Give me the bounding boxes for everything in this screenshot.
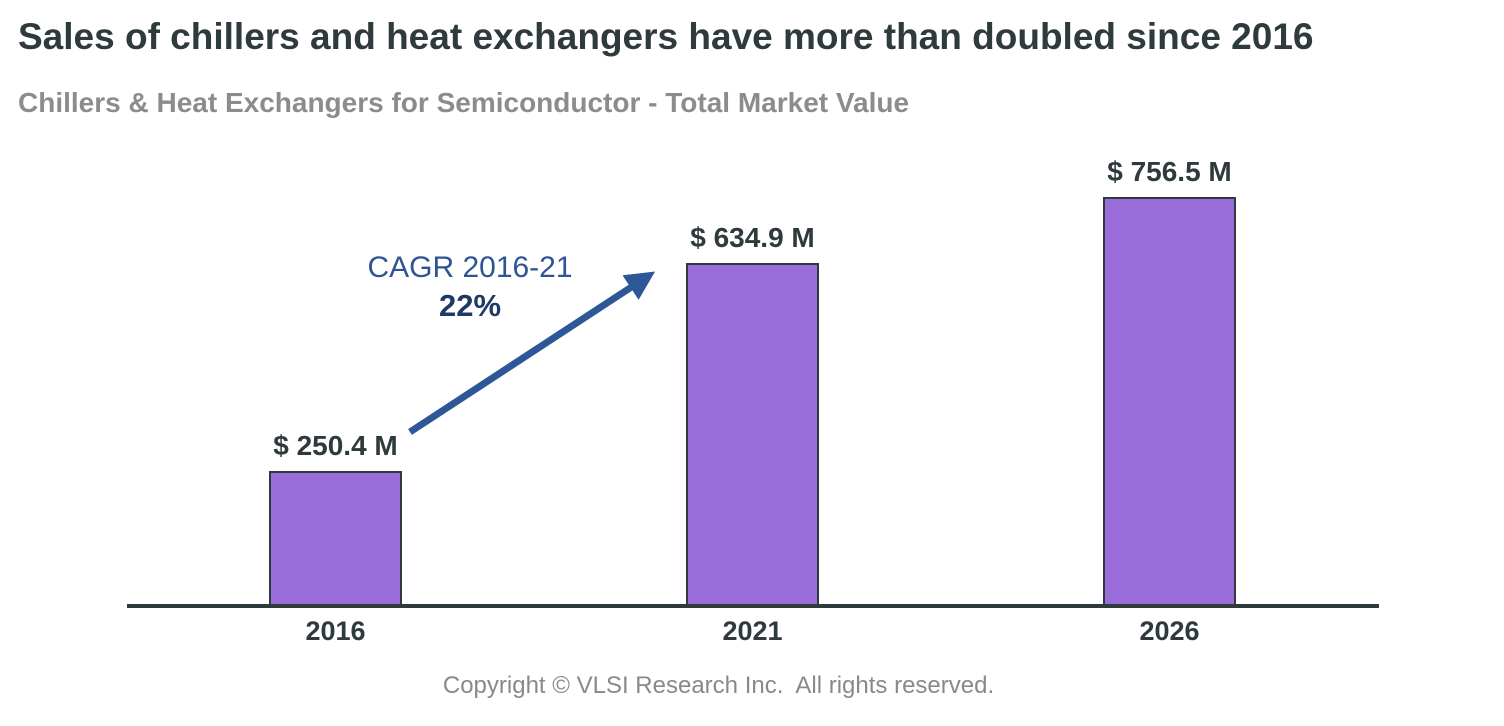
x-axis-line — [127, 604, 1379, 608]
copyright-text: Copyright © VLSI Research Inc. All right… — [442, 672, 995, 699]
cagr-annotation: CAGR 2016-21 22% — [320, 250, 620, 324]
bar-value-label-2021: $ 634.9 M — [690, 222, 815, 253]
page-title: Sales of chillers and heat exchangers ha… — [18, 16, 1314, 57]
cagr-label: CAGR 2016-21 — [367, 251, 573, 284]
x-axis-label-2021: 2021 — [722, 616, 783, 646]
cagr-trend-arrow-icon — [408, 271, 656, 435]
bar-2016 — [269, 471, 402, 607]
x-axis-label-2016: 2016 — [305, 616, 366, 646]
bar-value-label-2026: $ 756.5 M — [1107, 156, 1232, 187]
bar-value-label-2016: $ 250.4 M — [273, 430, 398, 461]
bar-2021 — [686, 263, 819, 607]
page-subtitle: Chillers & Heat Exchangers for Semicondu… — [18, 87, 910, 118]
cagr-value: 22% — [438, 288, 502, 323]
bar-2026 — [1103, 197, 1236, 607]
x-axis-label-2026: 2026 — [1139, 616, 1200, 646]
